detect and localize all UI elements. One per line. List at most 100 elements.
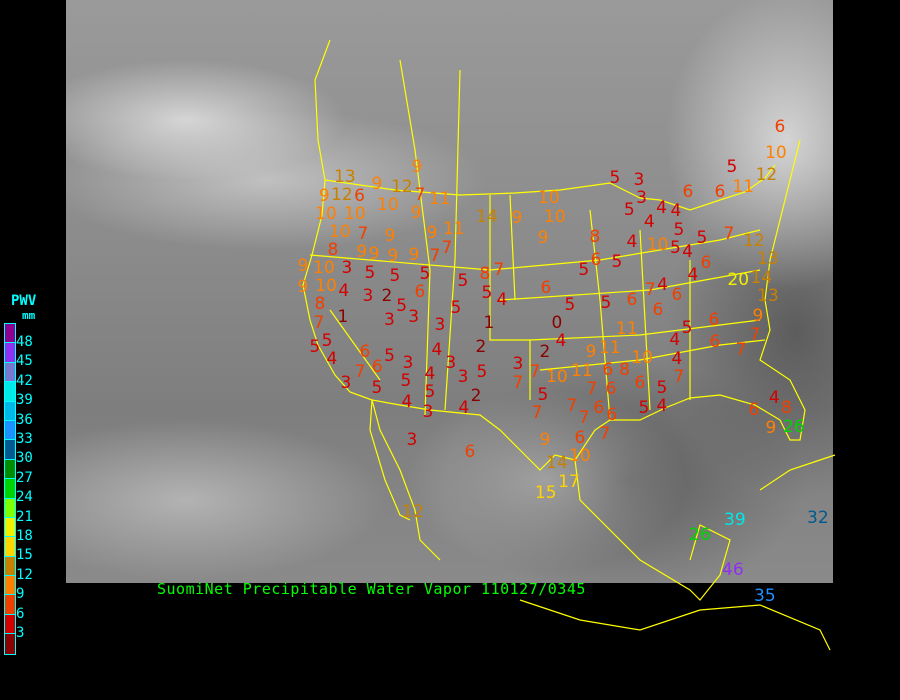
station-pwv-value: 5 [384, 345, 395, 366]
station-pwv-value: 6 [708, 309, 720, 330]
station-pwv-value: 4 [670, 201, 682, 222]
station-pwv-value: 5 [681, 317, 693, 338]
state-line-2 [444, 69, 461, 411]
station-pwv-value: 4 [671, 348, 683, 369]
station-pwv-value: 8 [314, 294, 326, 315]
legend-swatch [5, 420, 15, 441]
legend-label: 24 [16, 489, 33, 506]
station-pwv-value: 6 [359, 341, 371, 362]
legend-label: 30 [16, 450, 33, 467]
legend-label: 12 [16, 566, 33, 583]
station-pwv-value: 9 [408, 245, 420, 266]
legend-swatch [5, 517, 15, 538]
station-pwv-value: 10 [544, 206, 566, 227]
station-pwv-value: 6 [574, 427, 586, 448]
station-pwv-value: 7 [566, 395, 578, 416]
station-pwv-value: 3 [445, 352, 457, 373]
station-pwv-value: 8 [589, 226, 601, 247]
legend-color-bar [4, 323, 16, 655]
station-pwv-value: 10 [646, 234, 669, 255]
station-pwv-value: 7 [529, 361, 541, 382]
legend-label: 48 [16, 334, 33, 350]
station-pwv-value: 9 [384, 225, 396, 246]
state-line-6 [529, 319, 761, 341]
station-pwv-value: 5 [457, 270, 469, 291]
station-pwv-value: 39 [724, 509, 746, 530]
station-pwv-value: 3 [362, 285, 374, 306]
station-pwv-value: 5 [638, 397, 650, 418]
station-pwv-value: 8 [479, 264, 491, 285]
station-pwv-value: 6 [605, 378, 617, 399]
station-pwv-value: 12 [402, 501, 424, 522]
legend-swatch [5, 498, 15, 518]
station-pwv-value: 6 [602, 360, 614, 381]
station-pwv-value: 2 [539, 341, 551, 362]
station-pwv-value: 8 [619, 359, 630, 380]
legend-label: 45 [16, 353, 33, 370]
station-pwv-value: 6 [590, 249, 602, 270]
station-pwv-value: 3 [422, 401, 434, 422]
station-pwv-value: 12 [331, 185, 353, 206]
station-pwv-value: 6 [634, 372, 646, 393]
legend-label: 6 [16, 605, 25, 622]
station-pwv-value: 0 [551, 312, 563, 333]
station-pwv-value: 7 [441, 237, 453, 258]
station-pwv-value: 3 [457, 366, 469, 387]
station-pwv-value: 7 [599, 423, 611, 444]
station-pwv-value: 6 [652, 299, 664, 320]
station-pwv-value: 4 [458, 397, 470, 418]
station-pwv-value: 12 [391, 176, 413, 197]
station-pwv-value: 10 [313, 258, 335, 279]
station-pwv-value: 9 [539, 429, 551, 450]
station-pwv-value: 7 [354, 361, 366, 382]
station-pwv-value: 3 [340, 372, 352, 393]
station-pwv-value: 13 [757, 285, 779, 306]
station-pwv-value: 6 [414, 281, 426, 302]
station-pwv-value: 3 [512, 353, 524, 374]
station-pwv-value: 4 [431, 339, 443, 360]
station-pwv-value: 4 [424, 363, 436, 384]
station-pwv-value: 5 [673, 219, 685, 240]
station-pwv-value: 10 [631, 347, 653, 368]
station-pwv-value: 4 [669, 329, 681, 350]
station-pwv-value: 12 [755, 164, 778, 185]
map-caption: SuomiNet Precipitable Water Vapor 110127… [157, 580, 586, 598]
station-pwv-value: 5 [389, 265, 401, 286]
station-pwv-value: 10 [329, 222, 351, 243]
station-pwv-value: 5 [670, 237, 681, 258]
station-pwv-value: 11 [732, 176, 755, 197]
state-line-12 [509, 194, 516, 301]
station-pwv-value: 10 [765, 142, 787, 163]
state-line-5 [499, 269, 761, 301]
legend-label: 36 [16, 411, 33, 428]
legend-swatch [5, 479, 15, 499]
station-pwv-value: 8 [327, 240, 339, 261]
station-pwv-value: 11 [429, 188, 451, 209]
station-pwv-value: 7 [735, 339, 747, 360]
station-pwv-value: 2 [470, 385, 482, 406]
station-pwv-value: 9 [585, 341, 597, 362]
station-pwv-value: 5 [623, 199, 635, 220]
legend-title: PWV [11, 293, 37, 309]
station-pwv-value: 5 [656, 377, 668, 398]
station-pwv-value: 17 [558, 471, 580, 492]
station-pwv-value: 10 [344, 204, 366, 225]
legend-swatch [5, 459, 15, 480]
station-pwv-value: 13 [757, 249, 779, 270]
station-pwv-value: 6 [714, 181, 726, 202]
station-pwv-value: 9 [356, 241, 368, 262]
station-pwv-value: 6 [540, 277, 552, 298]
station-pwv-value: 3 [402, 352, 414, 373]
station-pwv-value: 14 [476, 206, 498, 227]
legend-swatch [5, 324, 15, 344]
legend-swatch [5, 634, 15, 654]
mexico-border [371, 399, 576, 471]
station-pwv-value: 7 [586, 379, 598, 400]
station-pwv-value: 4 [682, 241, 693, 262]
station-pwv-value: 6 [682, 181, 694, 202]
station-pwv-value: 6 [748, 399, 760, 420]
station-pwv-value: 5 [600, 292, 612, 313]
station-pwv-value: 7 [723, 223, 735, 244]
station-pwv-value: 5 [611, 251, 623, 272]
